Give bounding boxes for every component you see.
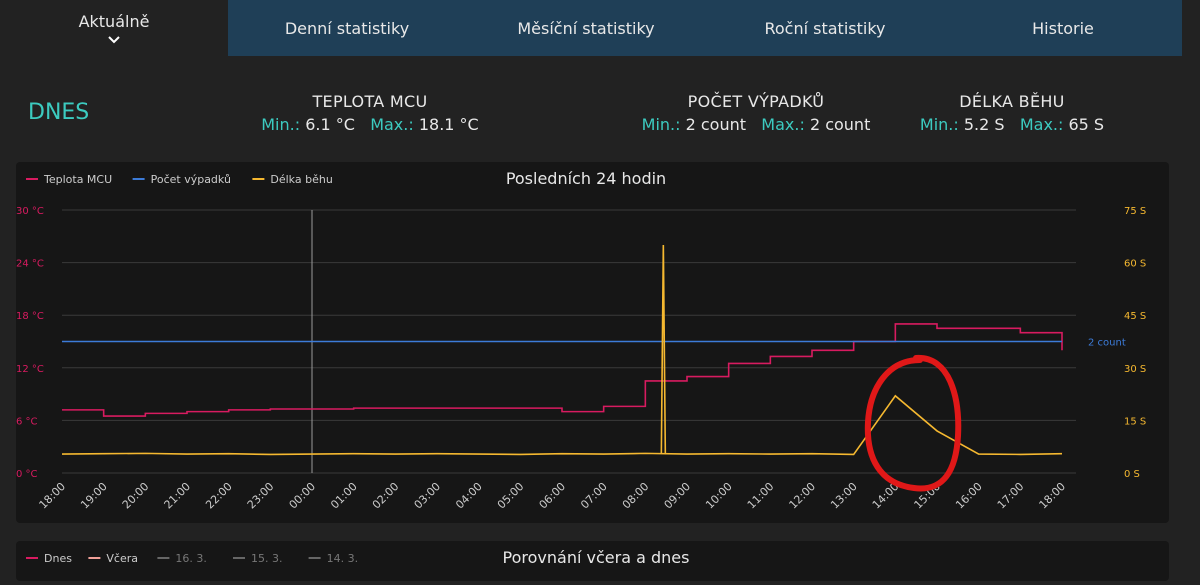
y-tick-label-left: 24 °C bbox=[16, 259, 44, 270]
chart-24h: Teplota MCU Počet výpadků Délka běhu Posle… bbox=[16, 169, 1146, 512]
max-label: Max.: bbox=[761, 115, 805, 134]
x-tick-label: 18:00 bbox=[37, 480, 69, 512]
legend-item[interactable]: 14. 3. bbox=[327, 552, 359, 565]
min-label: Min.: bbox=[919, 115, 959, 134]
tab-label: Denní statistiky bbox=[284, 18, 410, 38]
tab-denni-statistiky[interactable]: Denní statistiky bbox=[228, 0, 466, 56]
y-tick-label-right: 15 S bbox=[1124, 416, 1146, 427]
max-label: Max.: bbox=[1019, 115, 1064, 134]
chart-panel-24h: Teplota MCU Počet výpadků Délka běhu Posle… bbox=[16, 162, 1169, 523]
legend-item[interactable]: Včera bbox=[106, 552, 138, 565]
peak-spike bbox=[660, 245, 667, 454]
x-tick-label: 09:00 bbox=[662, 480, 694, 512]
max-value: 2 count bbox=[809, 115, 871, 134]
legend-item[interactable]: 15. 3. bbox=[251, 552, 283, 565]
summary-section: DNES TEPLOTA MCU Min.: 6.1 °C Max.: 18.1… bbox=[0, 56, 1200, 160]
tab-rocni-statistiky[interactable]: Roční statistiky bbox=[706, 0, 944, 56]
legend: Teplota MCU Počet výpadků Délka běhu bbox=[26, 173, 333, 186]
y-tick-label-left: 30 °C bbox=[16, 206, 44, 217]
y-axis-left: 0 °C 6 °C 12 °C 18 °C 24 °C 30 °C bbox=[16, 206, 44, 480]
series-group: 2 count bbox=[61, 245, 1126, 456]
x-tick-label: 20:00 bbox=[120, 480, 152, 512]
y-tick-label-left: 12 °C bbox=[16, 364, 44, 375]
x-tick-label: 19:00 bbox=[78, 480, 110, 512]
min-value: 6.1 °C bbox=[305, 115, 355, 134]
series-line bbox=[62, 323, 1063, 417]
legend-item[interactable]: Délka běhu bbox=[270, 173, 332, 186]
x-tick-label: 07:00 bbox=[578, 480, 610, 512]
tab-label: Roční statistiky bbox=[764, 18, 886, 38]
y-tick-label-left: 0 °C bbox=[16, 469, 38, 480]
max-value: 18.1 °C bbox=[418, 115, 479, 134]
x-tick-label: 02:00 bbox=[370, 480, 402, 512]
x-tick-label: 21:00 bbox=[162, 480, 194, 512]
x-tick-label: 18:00 bbox=[1037, 480, 1069, 512]
stat-delka-behu: DÉLKA BĚHU Min.: 5.2 S Max.: 65 S bbox=[892, 92, 1132, 134]
tab-historie[interactable]: Historie bbox=[944, 0, 1182, 56]
x-tick-label: 01:00 bbox=[328, 480, 360, 512]
stat-title: POČET VÝPADKŮ bbox=[687, 92, 825, 111]
chevron-down-icon bbox=[108, 35, 120, 45]
tab-label: Historie bbox=[1032, 18, 1094, 38]
y-axis-right: 0 S 15 S 30 S 45 S 60 S 75 S bbox=[1124, 206, 1146, 480]
x-tick-label: 00:00 bbox=[287, 480, 319, 512]
stat-title: TEPLOTA MCU bbox=[312, 92, 428, 111]
legend-item[interactable]: Dnes bbox=[44, 552, 72, 565]
tab-label: Aktuálně bbox=[78, 11, 150, 31]
y-tick-label-right: 45 S bbox=[1124, 311, 1146, 322]
y-tick-label-left: 6 °C bbox=[16, 416, 38, 427]
stat-values: Min.: 5.2 S Max.: 65 S bbox=[892, 115, 1132, 134]
tab-aktualne[interactable]: Aktuálně bbox=[0, 0, 228, 56]
legend-item[interactable]: Teplota MCU bbox=[43, 173, 112, 186]
tab-mesicni-statistiky[interactable]: Měsíční statistiky bbox=[466, 0, 706, 56]
series-end-label: 2 count bbox=[1088, 338, 1126, 349]
stat-teplota: TEPLOTA MCU Min.: 6.1 °C Max.: 18.1 °C bbox=[250, 92, 490, 134]
y-tick-label-right: 30 S bbox=[1124, 364, 1146, 375]
x-tick-label: 11:00 bbox=[745, 480, 777, 512]
stat-title: DÉLKA BĚHU bbox=[959, 92, 1065, 111]
tab-label: Měsíční statistiky bbox=[517, 18, 655, 38]
chart-compare: Dnes Včera 16. 3. 15. 3. 14. 3. Porovnání vč… bbox=[26, 548, 690, 567]
y-tick-label-left: 18 °C bbox=[16, 311, 44, 322]
max-value: 65 S bbox=[1068, 115, 1105, 134]
x-tick-label: 08:00 bbox=[620, 480, 652, 512]
x-tick-label: 05:00 bbox=[495, 480, 527, 512]
x-tick-label: 12:00 bbox=[787, 480, 819, 512]
chart-panel-compare: Dnes Včera 16. 3. 15. 3. 14. 3. Porovnání vč… bbox=[16, 541, 1169, 581]
legend: Dnes Včera 16. 3. 15. 3. 14. 3. bbox=[26, 552, 358, 565]
chart-title: Posledních 24 hodin bbox=[506, 169, 666, 188]
max-label: Max.: bbox=[370, 115, 414, 134]
x-tick-label: 22:00 bbox=[203, 480, 235, 512]
highlight-circle-annotation bbox=[864, 354, 962, 492]
x-tick-label: 23:00 bbox=[245, 480, 277, 512]
min-value: 2 count bbox=[685, 115, 747, 134]
min-label: Min.: bbox=[641, 115, 681, 134]
chart-title: Porovnání včera a dnes bbox=[503, 548, 690, 567]
grid bbox=[62, 209, 1076, 474]
x-tick-label: 04:00 bbox=[453, 480, 485, 512]
y-tick-label-right: 0 S bbox=[1124, 469, 1140, 480]
x-tick-label: 13:00 bbox=[828, 480, 860, 512]
y-tick-label-right: 60 S bbox=[1124, 259, 1146, 270]
tab-bar: Aktuálně Denní statistiky Měsíční statis… bbox=[0, 0, 1200, 56]
x-tick-label: 03:00 bbox=[412, 480, 444, 512]
series-line bbox=[61, 394, 1063, 456]
y-tick-label-right: 75 S bbox=[1124, 206, 1146, 217]
legend-item[interactable]: 16. 3. bbox=[175, 552, 207, 565]
stat-pocet-vypadku: POČET VÝPADKŮ Min.: 2 count Max.: 2 coun… bbox=[636, 92, 876, 134]
x-tick-label: 10:00 bbox=[703, 480, 735, 512]
x-tick-label: 17:00 bbox=[995, 480, 1027, 512]
x-tick-label: 06:00 bbox=[537, 480, 569, 512]
stat-values: Min.: 2 count Max.: 2 count bbox=[636, 115, 876, 134]
summary-title: DNES bbox=[28, 100, 90, 125]
legend-item[interactable]: Počet výpadků bbox=[151, 173, 231, 186]
min-label: Min.: bbox=[261, 115, 301, 134]
min-value: 5.2 S bbox=[963, 115, 1005, 134]
stat-values: Min.: 6.1 °C Max.: 18.1 °C bbox=[250, 115, 490, 134]
